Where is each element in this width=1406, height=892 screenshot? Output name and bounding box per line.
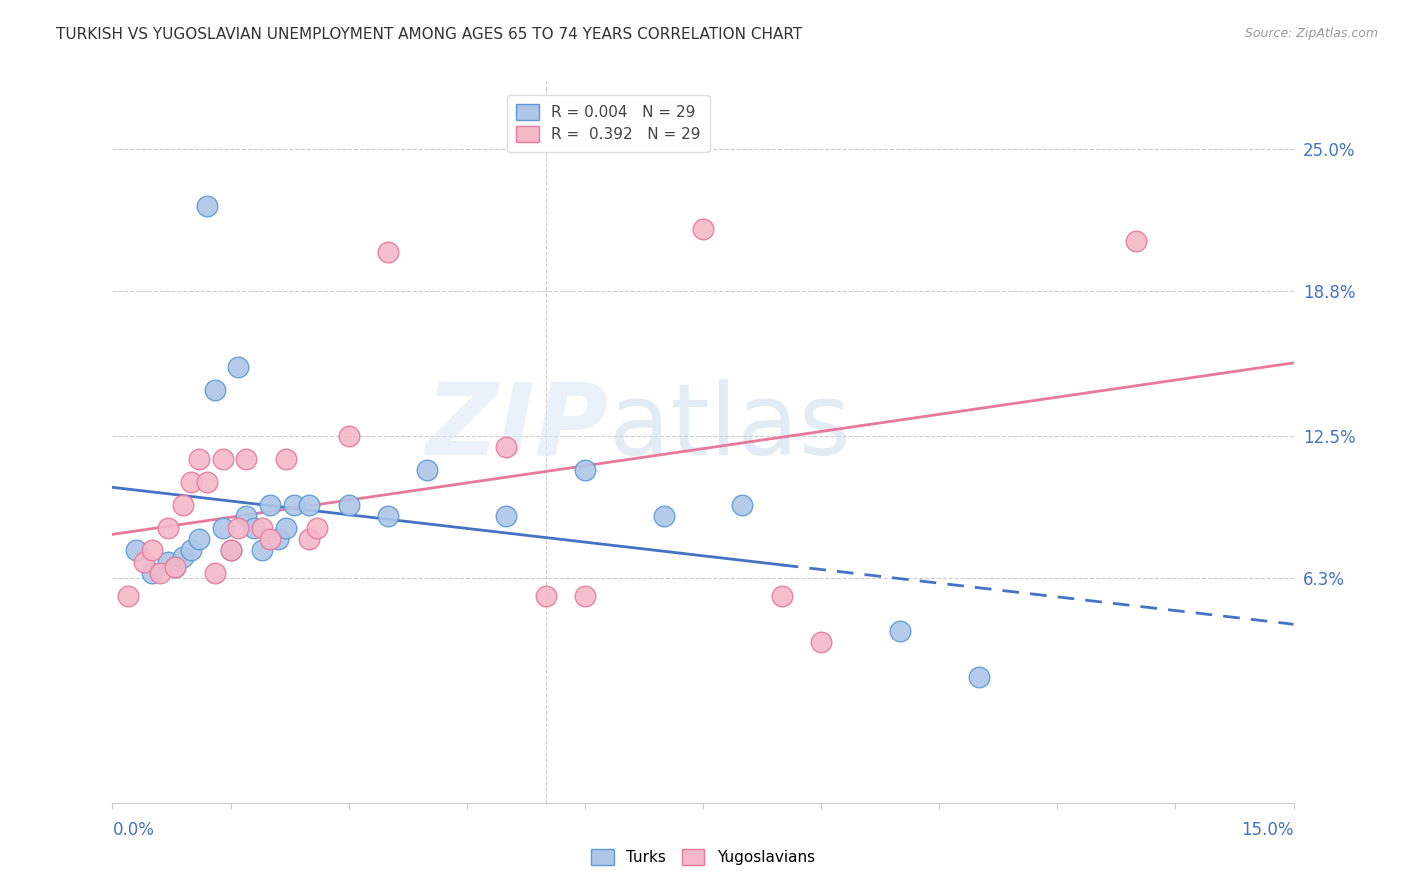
Point	[770, 590, 793, 604]
Point	[172, 550, 194, 565]
Point	[180, 543, 202, 558]
Text: atlas: atlas	[609, 378, 851, 475]
Point	[235, 451, 257, 466]
Point	[141, 543, 163, 558]
Point	[307, 520, 329, 534]
Point	[149, 566, 172, 581]
Point	[219, 543, 242, 558]
Text: Source: ZipAtlas.com: Source: ZipAtlas.com	[1244, 27, 1378, 40]
Point	[416, 463, 439, 477]
Text: 15.0%: 15.0%	[1241, 822, 1294, 839]
Point	[250, 520, 273, 534]
Point	[250, 543, 273, 558]
Point	[188, 532, 211, 546]
Point	[195, 475, 218, 489]
Point	[165, 559, 187, 574]
Point	[243, 520, 266, 534]
Point	[692, 222, 714, 236]
Point	[810, 635, 832, 649]
Point	[1125, 234, 1147, 248]
Point	[180, 475, 202, 489]
Text: 0.0%: 0.0%	[112, 822, 155, 839]
Point	[495, 509, 517, 524]
Point	[298, 498, 321, 512]
Point	[274, 520, 297, 534]
Point	[267, 532, 290, 546]
Point	[652, 509, 675, 524]
Point	[211, 520, 233, 534]
Text: ZIP: ZIP	[426, 378, 609, 475]
Point	[259, 532, 281, 546]
Point	[228, 520, 250, 534]
Point	[574, 463, 596, 477]
Text: TURKISH VS YUGOSLAVIAN UNEMPLOYMENT AMONG AGES 65 TO 74 YEARS CORRELATION CHART: TURKISH VS YUGOSLAVIAN UNEMPLOYMENT AMON…	[56, 27, 803, 42]
Point	[495, 440, 517, 454]
Point	[165, 559, 187, 574]
Point	[377, 509, 399, 524]
Point	[228, 359, 250, 374]
Point	[188, 451, 211, 466]
Point	[731, 498, 754, 512]
Point	[156, 555, 179, 569]
Point	[274, 451, 297, 466]
Point	[211, 451, 233, 466]
Point	[141, 566, 163, 581]
Point	[967, 670, 990, 684]
Point	[337, 429, 360, 443]
Legend: Turks, Yugoslavians: Turks, Yugoslavians	[585, 843, 821, 871]
Point	[195, 199, 218, 213]
Point	[377, 245, 399, 260]
Point	[889, 624, 911, 638]
Legend: R = 0.004   N = 29, R =  0.392   N = 29: R = 0.004 N = 29, R = 0.392 N = 29	[508, 95, 710, 152]
Point	[204, 566, 226, 581]
Point	[156, 520, 179, 534]
Point	[534, 590, 557, 604]
Point	[132, 555, 155, 569]
Point	[125, 543, 148, 558]
Point	[117, 590, 139, 604]
Point	[204, 383, 226, 397]
Point	[259, 498, 281, 512]
Point	[235, 509, 257, 524]
Point	[574, 590, 596, 604]
Point	[219, 543, 242, 558]
Point	[283, 498, 305, 512]
Point	[337, 498, 360, 512]
Point	[298, 532, 321, 546]
Point	[172, 498, 194, 512]
